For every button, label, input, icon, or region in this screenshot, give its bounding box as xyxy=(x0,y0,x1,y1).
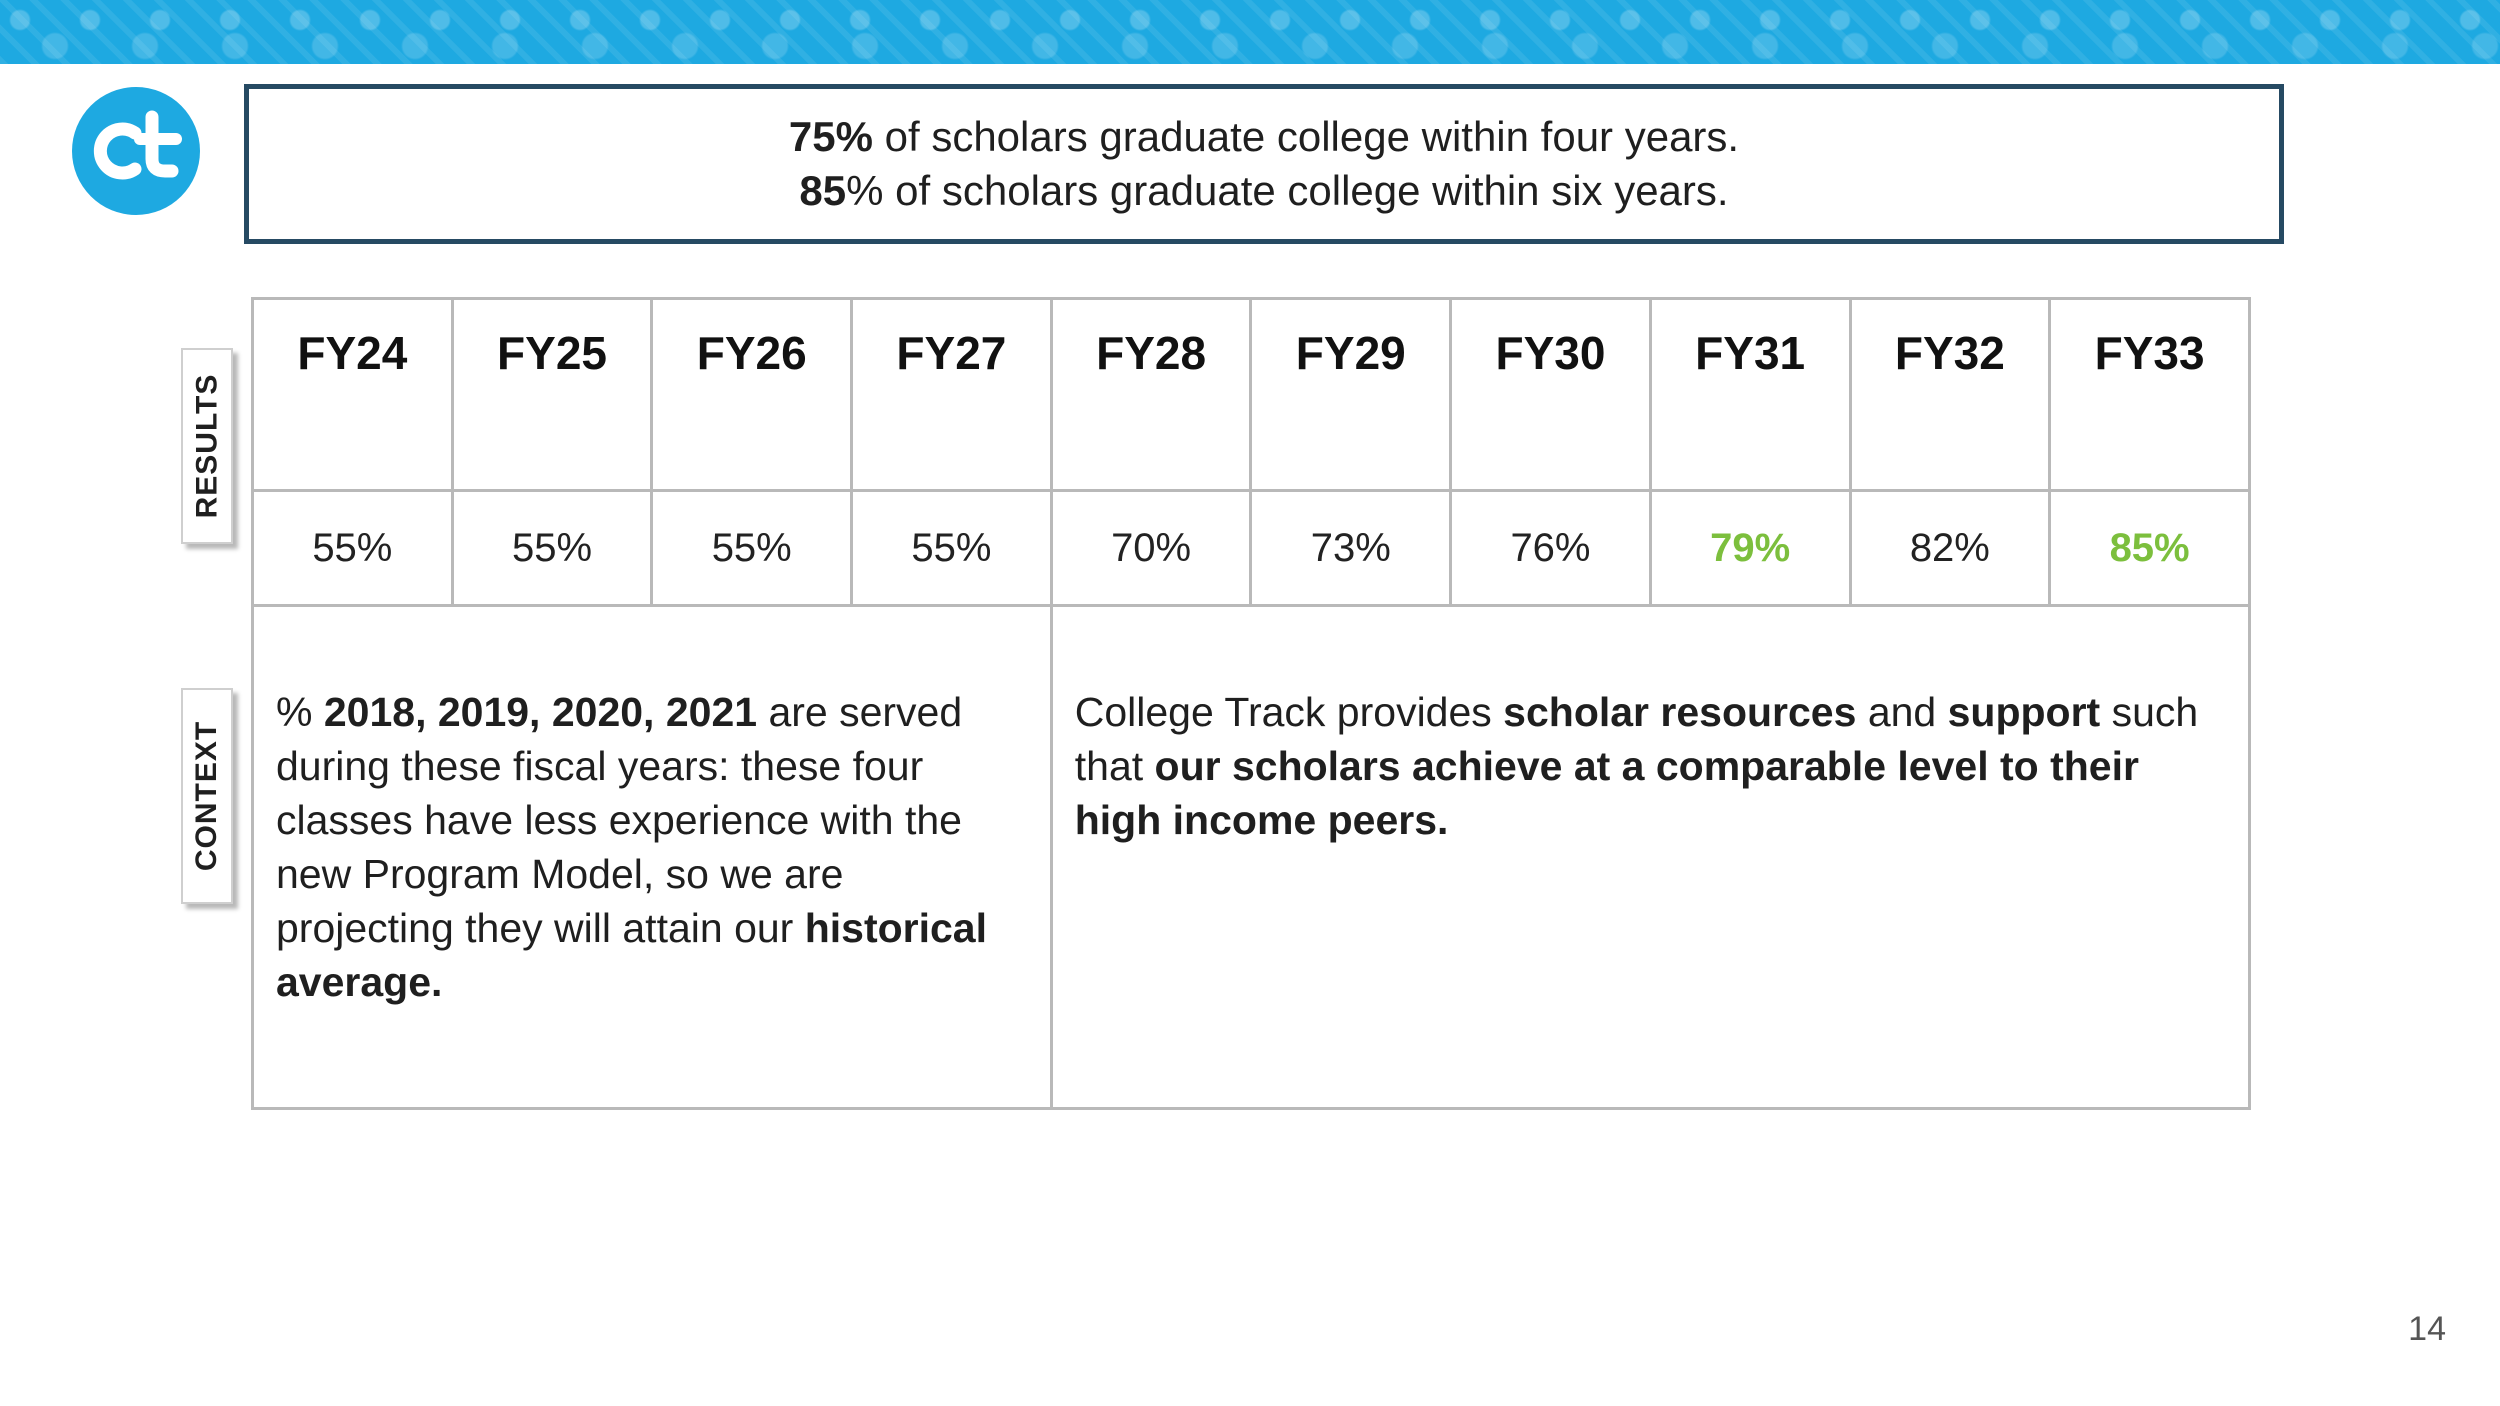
result-value-cell: 79% xyxy=(1648,489,1852,607)
result-value-cell: 55% xyxy=(850,489,1053,607)
fy-header: FY27 xyxy=(850,297,1053,492)
result-value-cell: 70% xyxy=(1049,489,1253,607)
fy-header: FY26 xyxy=(650,297,854,492)
headline-box: 75% of scholars graduate college within … xyxy=(244,84,2284,244)
projection-table: FY24 FY25 FY26 FY27 FY28 FY29 FY30 FY31 … xyxy=(251,297,2252,1110)
results-value-row: 55% 55% 55% 55% 70% 73% 76% 79% 82% 85% xyxy=(251,489,2251,607)
college-track-logo-icon xyxy=(72,87,200,215)
result-value-cell: 76% xyxy=(1449,489,1652,607)
headline-line-1: 75% of scholars graduate college within … xyxy=(788,113,1740,160)
fy-header: FY25 xyxy=(450,297,654,492)
fy-header: FY30 xyxy=(1449,297,1652,492)
fy-header: FY28 xyxy=(1049,297,1253,492)
context-row: % 2018, 2019, 2020, 2021 are served duri… xyxy=(251,604,2252,1110)
fy-header: FY29 xyxy=(1249,297,1453,492)
result-value-cell: 55% xyxy=(450,489,654,607)
result-value-cell: 73% xyxy=(1249,489,1453,607)
context-right-cell: College Track provides scholar resources… xyxy=(1049,604,2252,1110)
headline-line-2: 85% of scholars graduate college within … xyxy=(799,167,1729,214)
result-value-cell: 85% xyxy=(2048,489,2251,607)
fy-header: FY32 xyxy=(1848,297,2052,492)
context-label: CONTEXT xyxy=(190,720,223,872)
header-banner xyxy=(0,0,2500,64)
fiscal-year-header-row: FY24 FY25 FY26 FY27 FY28 FY29 FY30 FY31 … xyxy=(251,297,2251,492)
results-tab: RESULTS xyxy=(181,348,233,544)
fy-header: FY33 xyxy=(2048,297,2251,492)
context-tab: CONTEXT xyxy=(181,688,233,904)
result-value-cell: 55% xyxy=(650,489,854,607)
page-number: 14 xyxy=(2408,1310,2446,1348)
result-value-cell: 82% xyxy=(1848,489,2052,607)
fy-header: FY31 xyxy=(1648,297,1852,492)
result-value-cell: 55% xyxy=(251,489,454,607)
context-left-cell: % 2018, 2019, 2020, 2021 are served duri… xyxy=(251,604,1053,1110)
results-label: RESULTS xyxy=(190,373,224,519)
fy-header: FY24 xyxy=(251,297,454,492)
